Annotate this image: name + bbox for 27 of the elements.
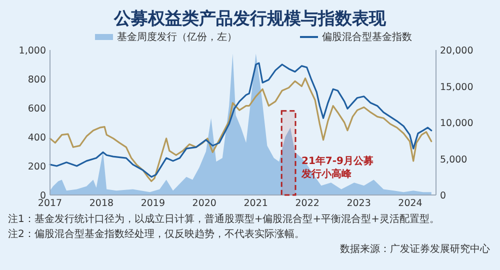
x-tick-label: 2023 [346,198,371,209]
y-tick-label: 800 [28,74,46,86]
line-series [49,62,432,178]
legend-label: 偏股混合型基金指数 [322,31,412,43]
x-tick-label: 2019 [140,198,166,209]
y-tick-label: 1,000 [18,46,46,56]
x-tick-label: 2017 [38,198,62,209]
y2-tick-label: 5,000 [440,154,468,166]
chart-title: 公募权益类产品发行规模与指数表现 [113,9,387,29]
text: 注2：偏股混合型基金指数经处理，仅反映趋势，不代表实际涨幅。 [8,228,304,240]
text: 注1：基金发行统计口径为，以成立日计算，普通股票型+偏股混合型+平衡混合型+灵活配置型。 [8,213,440,225]
line-series [49,77,432,182]
source-note: 数据来源：广发证券发展研究中心 [340,243,490,255]
y-tick-label: 600 [28,104,46,114]
y2-tick-label: 10,000 [440,118,474,129]
x-tick-label: 2022 [295,198,320,209]
y2-tick-label: 0 [440,190,446,202]
x-tick-label: 2021 [244,198,268,209]
x-tick-label: 2020 [192,198,216,209]
band-label: 21年7-9月公募发行小高峰 [301,154,374,181]
y-tick-label: 400 [28,132,46,144]
x-tick-label: 2024 [398,198,422,209]
y2-tick-label: 15,000 [440,82,474,93]
y-tick-label: 200 [28,162,46,172]
y2-tick-label: 20,000 [440,46,474,56]
x-tick-label: 2018 [89,198,114,209]
legend-label: 基金周度发行（亿份，左） [117,31,237,43]
